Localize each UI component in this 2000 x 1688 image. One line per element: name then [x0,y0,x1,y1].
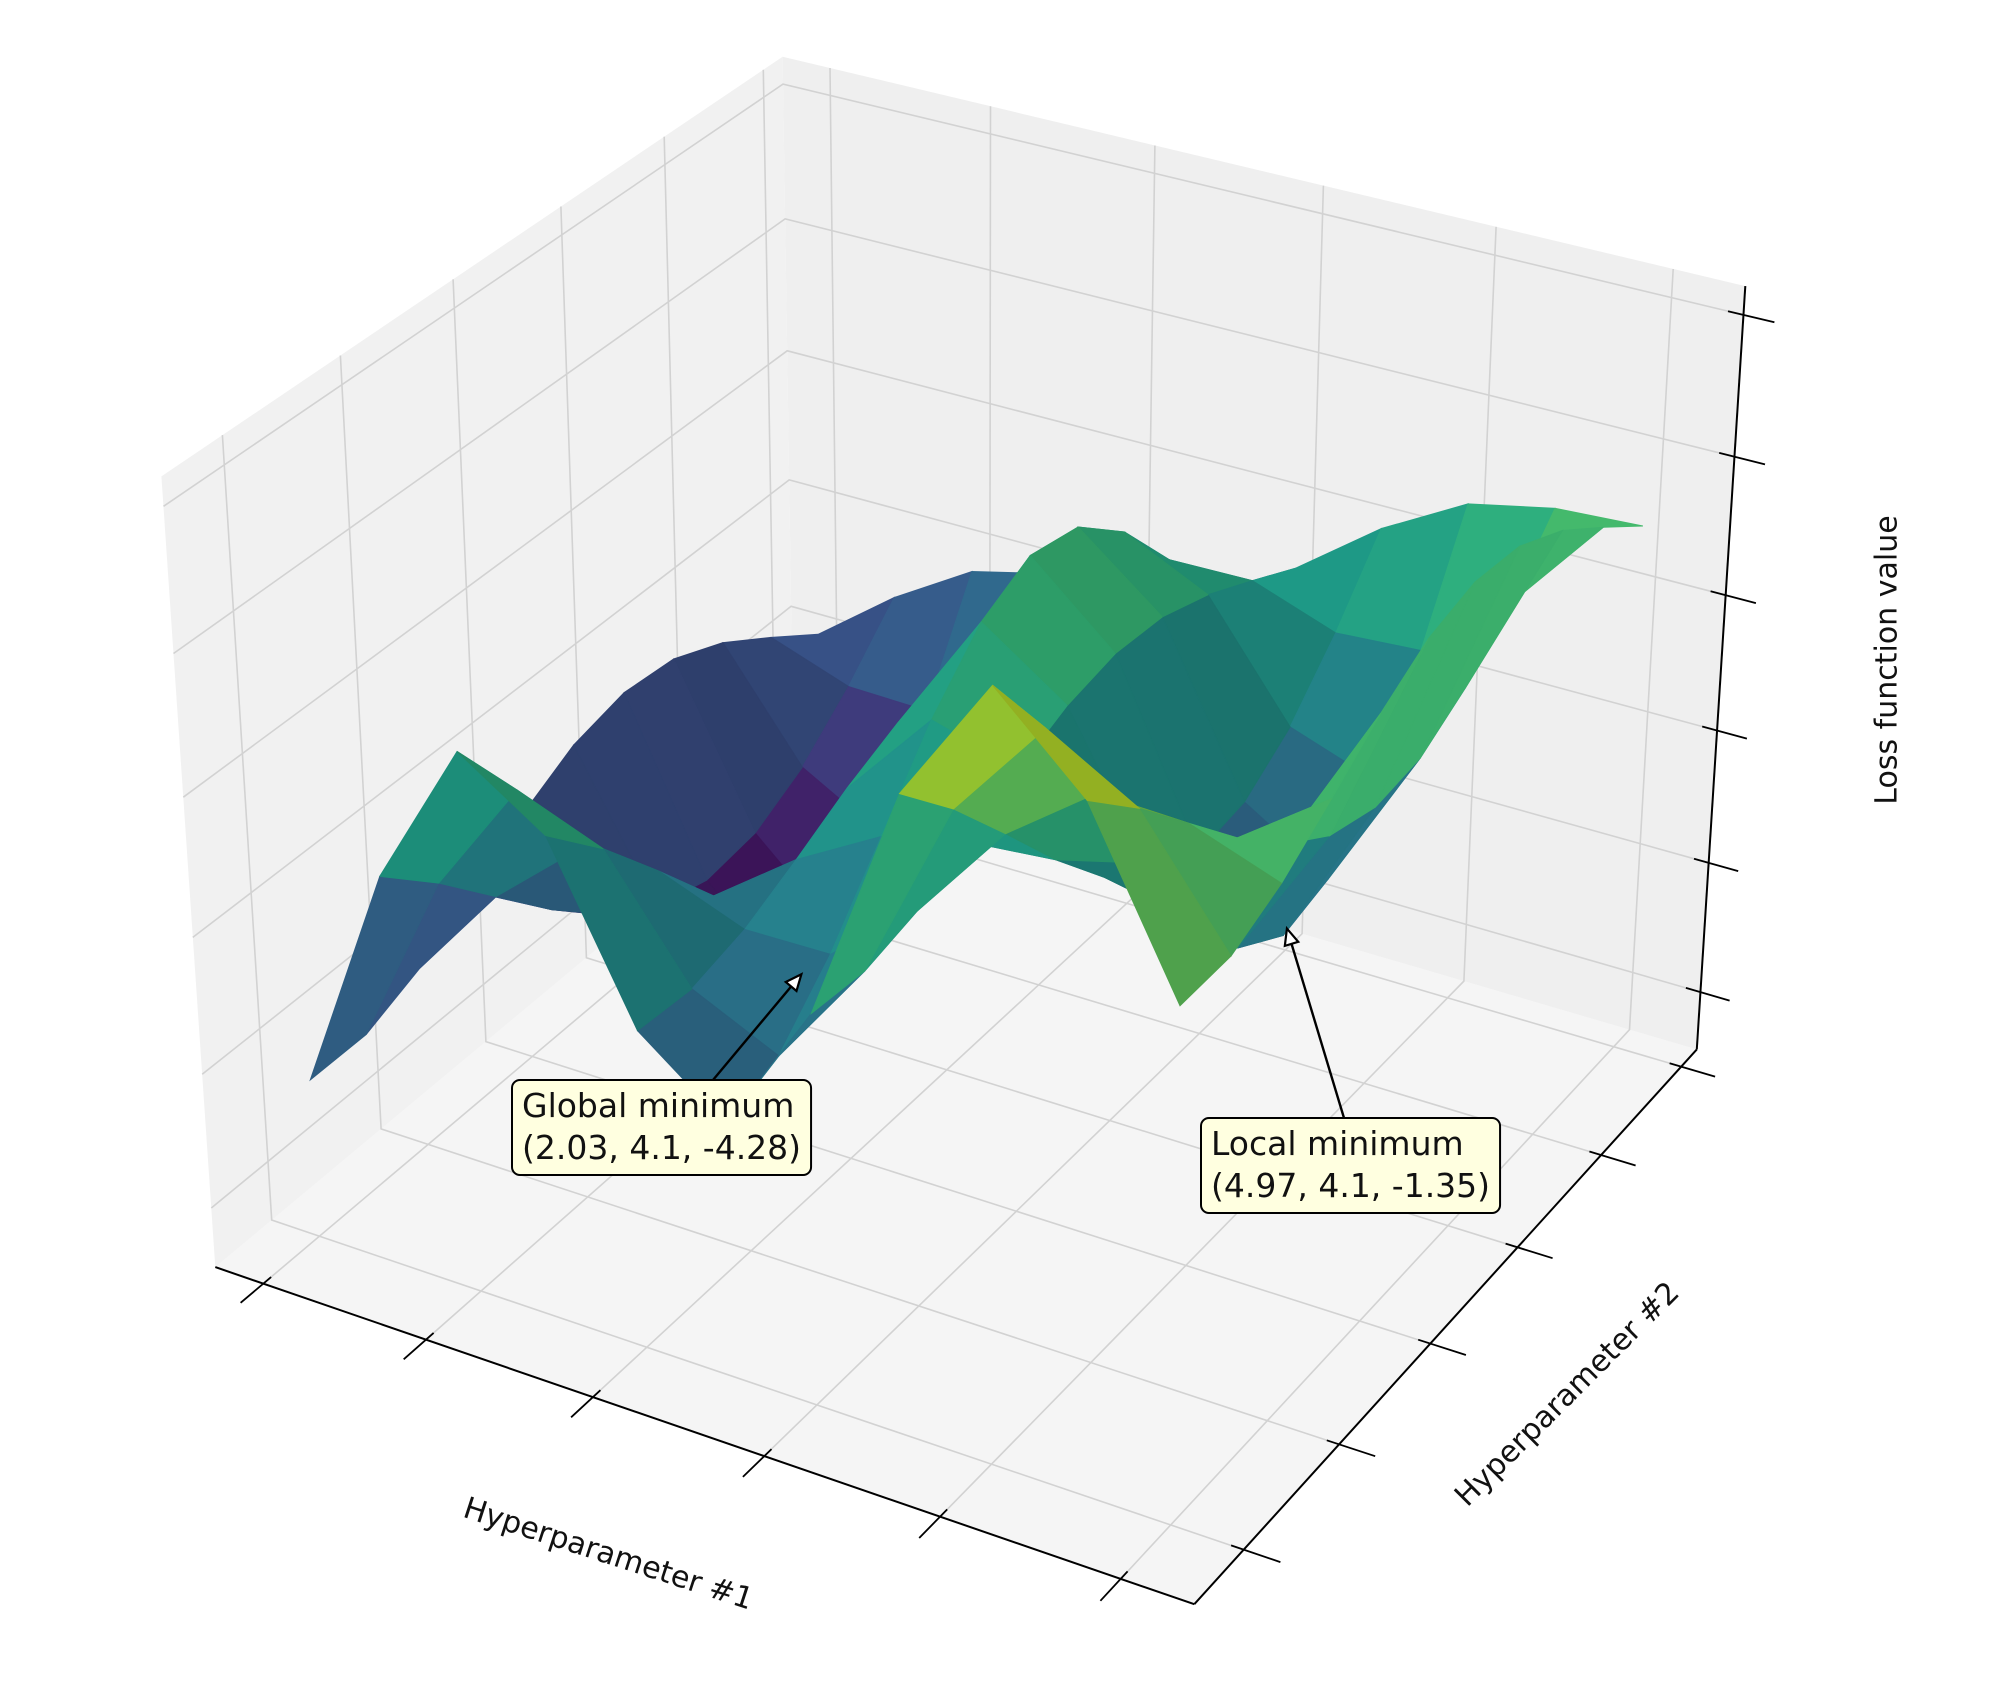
y-tick [1326,1439,1376,1458]
z-axis-line [1695,286,1747,1050]
annotation-point [783,972,804,993]
annotation-text: Local minimum (4.97, 4.1, -1.35) [1211,1124,1490,1205]
x-tick [918,1508,948,1539]
grid-line [763,185,1325,1457]
grid-line [339,355,1340,1446]
z-tick [1718,452,1766,466]
annotation-box [511,1079,813,1176]
grid-line [182,349,1726,798]
z-tick [1701,725,1748,740]
y-tick [1505,1242,1553,1260]
annotation: Global minimum (2.03, 4.1, -4.28) [511,1079,813,1176]
annotation-arrow [1290,943,1346,1119]
z-tick [1693,857,1739,872]
annotation-line: (4.97, 4.1, -1.35) [1211,1166,1490,1205]
grid-line [1120,268,1674,1580]
grid-line [163,83,1744,507]
grid-line [939,226,1497,1518]
annotation: Local minimum (4.97, 4.1, -1.35) [1200,1117,1502,1214]
grid-line [452,279,1431,1345]
annotations: Global minimum (2.03, 4.1, -4.28) Local mi… [511,925,1502,1214]
surface-face [456,751,604,850]
x-tick [240,1276,272,1304]
floor-pane [215,784,1697,1605]
surface-face [992,684,1141,810]
left-pane [161,56,794,1268]
z-axis-label: Loss function value [1870,515,1905,804]
annotation-point [1283,925,1301,948]
annotation-line: Global minimum [522,1086,794,1125]
x-tick [570,1389,602,1418]
x-tick [403,1332,435,1360]
y-axis-line [1193,1048,1698,1605]
annotation-line: Local minimum [1211,1124,1464,1163]
x-tick [742,1448,773,1478]
axes [214,286,1775,1606]
annotation-text: Global minimum (2.03, 4.1, -4.28) [522,1086,801,1167]
annotation-line: (2.03, 4.1, -4.28) [522,1128,801,1167]
z-tick [1727,310,1775,324]
z-tick [1710,590,1757,604]
annotation-box [1200,1117,1502,1214]
surface [309,503,1643,1126]
annotation-arrow [712,985,793,1081]
z-tick [1685,987,1730,1002]
y-tick [1417,1338,1467,1356]
x-tick [1099,1570,1129,1602]
y-tick [1669,1062,1716,1078]
x-axis-line [214,1266,1195,1606]
grid-line [221,435,1244,1551]
y-tick [1589,1150,1636,1167]
grid-line [173,218,1735,655]
y-tick [1230,1544,1281,1563]
